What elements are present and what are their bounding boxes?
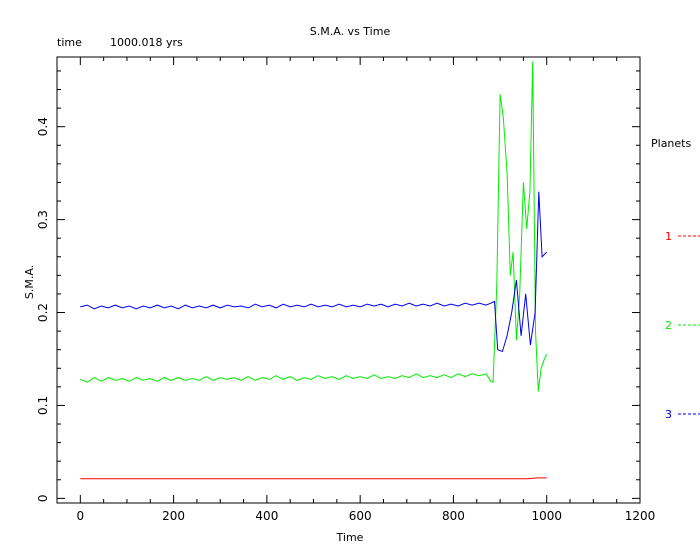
x-tick-label: 200 bbox=[162, 509, 185, 523]
legend: Planets 1 2 3 bbox=[651, 137, 700, 421]
time-value: 1000.018 yrs bbox=[110, 36, 183, 49]
chart-title: S.M.A. vs Time bbox=[310, 25, 391, 38]
y-tick-label: 0 bbox=[36, 495, 50, 503]
legend-title: Planets bbox=[651, 137, 691, 150]
series-line-1 bbox=[80, 477, 547, 480]
x-tick-label: 800 bbox=[442, 509, 465, 523]
y-tick-label: 0.3 bbox=[36, 210, 50, 229]
legend-label-3: 3 bbox=[665, 408, 672, 421]
x-tick-label: 1000 bbox=[531, 509, 562, 523]
x-tick-label: 0 bbox=[76, 509, 84, 523]
plot-frame bbox=[56, 56, 641, 504]
x-tick-label: 400 bbox=[255, 509, 278, 523]
y-axis-label: S.M.A. bbox=[23, 265, 36, 299]
x-tick-label: 1200 bbox=[625, 509, 656, 523]
y-tick-label: 0.1 bbox=[36, 396, 50, 415]
legend-label-2: 2 bbox=[665, 319, 672, 332]
x-tick-label: 600 bbox=[349, 509, 372, 523]
series-layer bbox=[80, 61, 548, 480]
y-tick-label: 0.2 bbox=[36, 303, 50, 322]
legend-label-1: 1 bbox=[665, 230, 672, 243]
time-label: time bbox=[57, 36, 82, 49]
x-axis-label: Time bbox=[336, 531, 364, 544]
axis-ticks: 0 200 400 600 800 1000 1200 0 0.1 0.2 0.3 0.4 bbox=[36, 57, 655, 523]
series-line-3 bbox=[80, 191, 548, 353]
series-line-2 bbox=[80, 61, 548, 392]
y-tick-label: 0.4 bbox=[36, 117, 50, 136]
